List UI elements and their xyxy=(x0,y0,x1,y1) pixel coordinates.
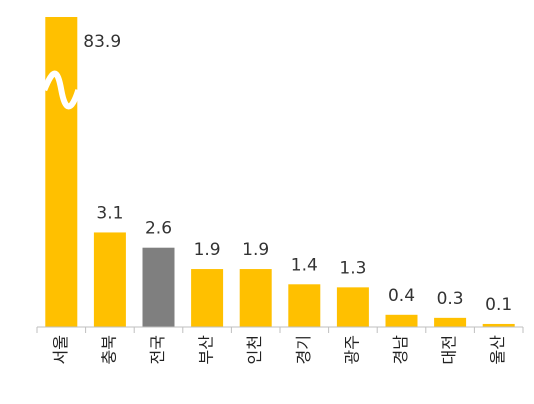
bar-3 xyxy=(142,247,175,327)
category-label-10: 울산 xyxy=(488,335,507,365)
category-label-1: 서울 xyxy=(51,335,70,364)
value-label-7: 1.3 xyxy=(339,258,366,278)
bars-group xyxy=(41,17,515,327)
category-label-6: 경기 xyxy=(294,335,313,364)
value-label-8: 0.4 xyxy=(388,286,415,306)
value-label-3: 2.6 xyxy=(145,219,172,239)
bar-7 xyxy=(336,287,369,327)
bar-2 xyxy=(93,232,126,327)
bar-8 xyxy=(385,314,418,327)
x-axis-ticks xyxy=(36,327,524,333)
bar-10 xyxy=(482,323,515,327)
category-label-3: 전국 xyxy=(148,335,167,364)
category-label-5: 인천 xyxy=(245,335,264,364)
category-label-7: 광주 xyxy=(342,335,361,364)
value-label-10: 0.1 xyxy=(485,295,512,315)
bar-6 xyxy=(288,284,321,327)
value-label-2: 3.1 xyxy=(96,203,123,223)
value-label-4: 1.9 xyxy=(194,240,221,260)
value-label-5: 1.9 xyxy=(242,240,269,260)
axis-break-mark xyxy=(41,70,82,110)
bar-9 xyxy=(434,317,467,327)
value-labels-group: 83.9 3.1 2.6 1.9 1.9 1.4 1.3 0.4 0.3 0.1 xyxy=(83,32,512,315)
value-label-6: 1.4 xyxy=(291,255,318,275)
bar-1 xyxy=(45,17,78,327)
category-label-4: 부산 xyxy=(197,335,216,365)
value-label-9: 0.3 xyxy=(437,289,464,309)
category-label-9: 대전 xyxy=(440,335,459,364)
bar-5 xyxy=(239,269,272,327)
category-label-2: 충북 xyxy=(99,335,118,364)
category-label-8: 경남 xyxy=(391,335,410,365)
category-labels-group: 서울 충북 전국 부산 인천 경기 광주 경남 대전 울산 xyxy=(51,335,507,365)
value-label-1: 83.9 xyxy=(83,32,121,52)
bar-4 xyxy=(191,269,224,327)
